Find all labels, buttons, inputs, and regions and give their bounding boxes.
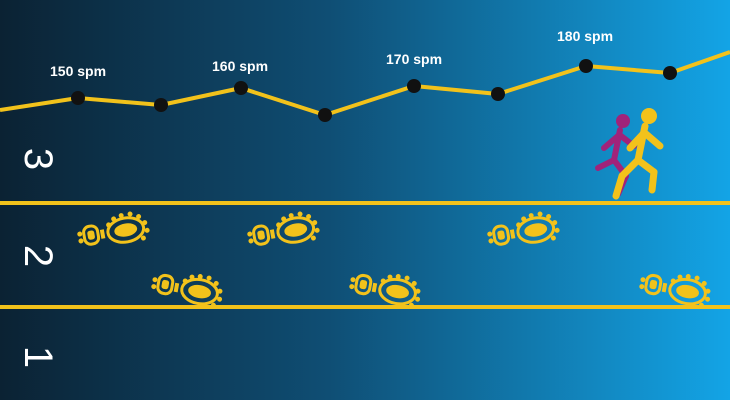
lane-number-2: 2: [16, 244, 60, 268]
cadence-marker: [318, 108, 332, 122]
footprint-icon: [148, 265, 227, 310]
cadence-trend-line: [0, 50, 730, 117]
footprint-icon: [244, 207, 323, 253]
lane-number-1: 1: [16, 345, 60, 369]
cadence-label-160: 160 spm: [212, 58, 269, 74]
footprint-icon: [484, 207, 563, 253]
footprint-icon: [636, 265, 715, 310]
cadence-label-170: 170 spm: [386, 51, 443, 67]
footprint-icon: [74, 207, 153, 253]
cadence-label-180: 180 spm: [557, 28, 614, 44]
footprints: [74, 207, 715, 310]
cadence-marker: [579, 59, 593, 73]
cadence-label-150: 150 spm: [50, 63, 107, 79]
cadence-marker: [154, 98, 168, 112]
footprint-icon: [346, 265, 425, 310]
cadence-markers: [71, 59, 677, 122]
runner-icon: [595, 108, 664, 200]
cadence-marker: [407, 79, 421, 93]
cadence-marker: [71, 91, 85, 105]
lane-number-3: 3: [16, 147, 60, 171]
cadence-marker: [234, 81, 248, 95]
cadence-marker: [491, 87, 505, 101]
cadence-marker: [663, 66, 677, 80]
